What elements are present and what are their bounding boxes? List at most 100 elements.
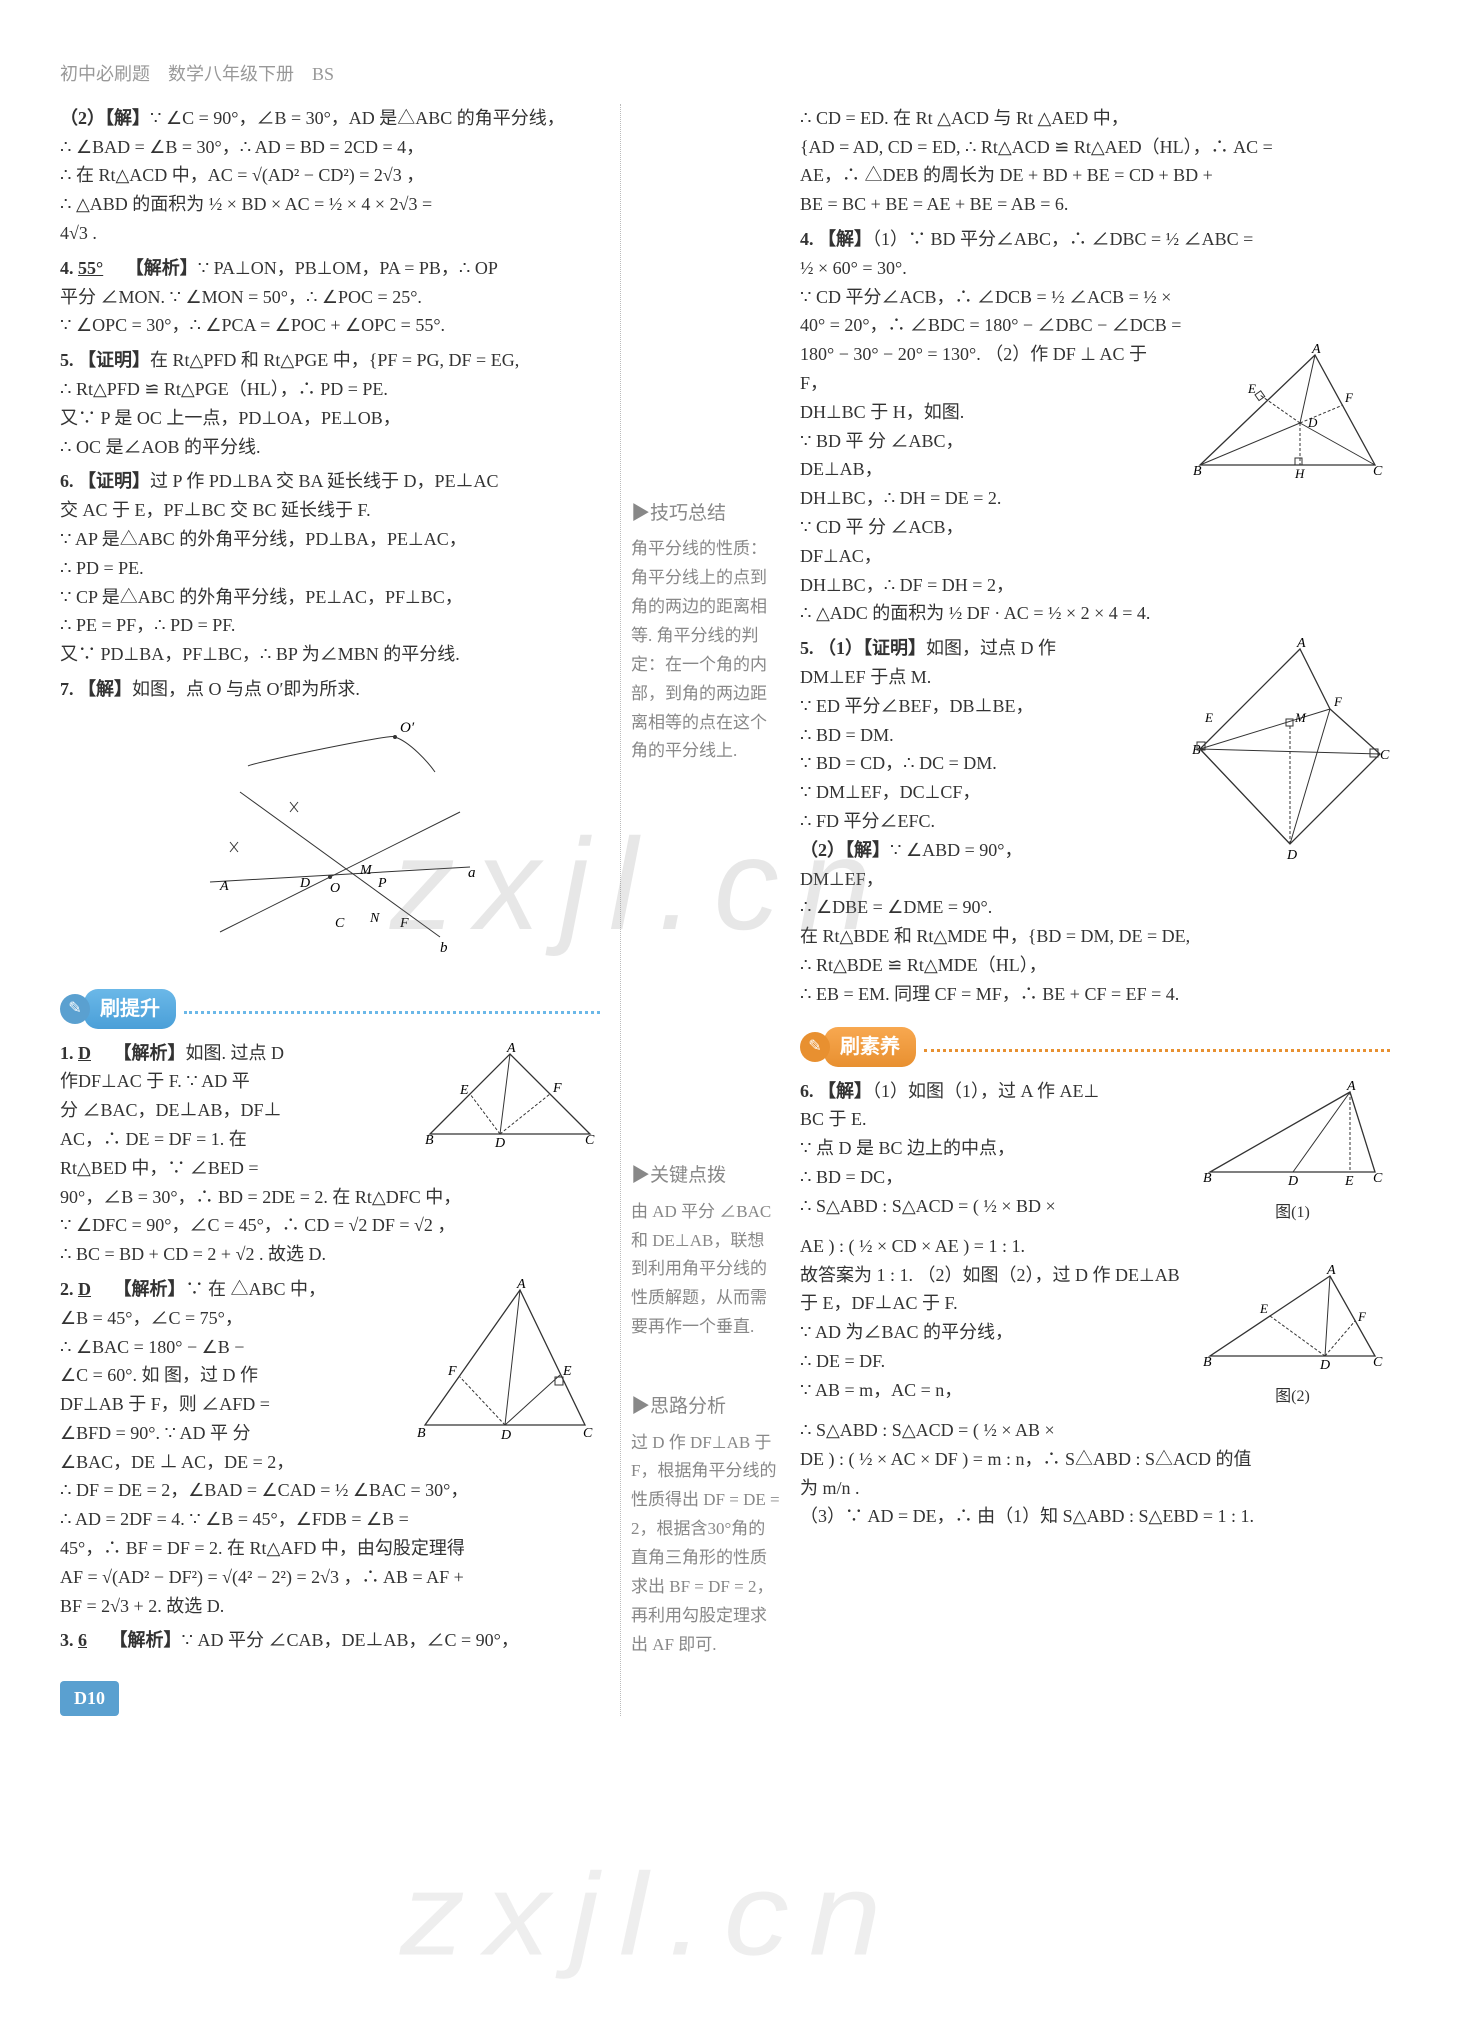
svg-text:D: D xyxy=(1287,1174,1298,1189)
label: 【证明】 xyxy=(78,350,150,370)
svg-text:B: B xyxy=(1203,1171,1212,1186)
diagram-7: O′ a b A D M O P C N F xyxy=(60,712,600,971)
text: 在 Rt△BDE 和 Rt△MDE 中，{BD = DM, DE = DE, xyxy=(800,926,1190,946)
svg-text:E: E xyxy=(1259,1301,1268,1316)
svg-text:C: C xyxy=(585,1133,595,1148)
right-problem-5: A B C D E F M 5. （1）【证明】如图，过点 D 作 DM⊥EF … xyxy=(800,634,1390,1008)
section-tisheng-header: ✎ 刷提升 xyxy=(60,989,600,1029)
text: 如图. 过点 D xyxy=(186,1043,285,1063)
text: 90°，∠B = 30°，∴ BD = 2DE = 2. 在 Rt△DFC 中， xyxy=(60,1187,461,1207)
section-suyang-header: ✎ 刷素养 xyxy=(800,1027,1390,1067)
text: ∴ DE = DF. xyxy=(800,1351,885,1371)
svg-text:A: A xyxy=(1326,1263,1336,1278)
svg-text:P: P xyxy=(377,876,387,891)
svg-text:E: E xyxy=(1204,710,1213,725)
svg-text:C: C xyxy=(1373,1171,1383,1186)
text: AF = √(AD² − DF²) = √(4² − 2²) = 2√3 ，∴ … xyxy=(60,1567,464,1587)
text: ∵ 在 △ABC 中， xyxy=(186,1279,327,1299)
right-problem-4: 4. 【解】（1）∵ BD 平分∠ABC，∴ ∠DBC = ½ ∠ABC = ½… xyxy=(800,225,1390,628)
text: 作DF⊥AC 于 F. ∵ AD 平 xyxy=(60,1071,250,1091)
svg-text:E: E xyxy=(1247,381,1256,396)
ts-problem-3: 3. 6 【解析】∵ AD 平分 ∠CAB，DE⊥AB，∠C = 90°， xyxy=(60,1626,600,1655)
problem-6: 6. 【证明】过 P 作 PD⊥BA 交 BA 延长线于 D，PE⊥AC 交 A… xyxy=(60,467,600,669)
svg-text:F: F xyxy=(1333,694,1343,709)
text: ∴ BD = DC， xyxy=(800,1167,903,1187)
text: 又∵ PD⊥BA，PF⊥BC，∴ BP 为∠MBN 的平分线. xyxy=(60,644,460,664)
label: 【解析】 xyxy=(126,258,198,278)
text: ∴ ∠BAC = 180° − ∠B − xyxy=(60,1337,244,1357)
text: ∵ AD 为∠BAC 的平分线， xyxy=(800,1322,1013,1342)
svg-text:F: F xyxy=(399,916,409,931)
text: ∵ CP 是△ABC 的外角平分线，PE⊥AC，PF⊥BC， xyxy=(60,587,463,607)
text: ∴ Rt△BDE ≌ Rt△MDE（HL）， xyxy=(800,955,1047,975)
text: ∵ PA⊥ON，PB⊥OM，PA = PB，∴ OP xyxy=(198,258,498,278)
dots-divider xyxy=(184,1011,600,1014)
svg-text:C: C xyxy=(583,1426,593,1441)
text: ∴ ∠DBE = ∠DME = 90°. xyxy=(800,897,992,917)
middle-column: ▶技巧总结 角平分线的性质：角平分线上的点到角的两边的距离相等. 角平分线的判定… xyxy=(620,104,780,1716)
text: 交 AC 于 E，PF⊥BC 交 BC 延长线于 F. xyxy=(60,500,371,520)
svg-text:D: D xyxy=(299,876,310,891)
label: 【解】 xyxy=(818,1081,872,1101)
text: DF⊥AB 于 F，则 ∠AFD = xyxy=(60,1394,270,1414)
svg-text:E: E xyxy=(459,1083,469,1098)
number: 5. xyxy=(800,638,814,658)
diagram-ts2: A B C D F E xyxy=(405,1275,600,1454)
right-cont: ∴ CD = ED. 在 Rt △ACD 与 Rt △AED 中， {AD = … xyxy=(800,104,1390,219)
label: 【解析】 xyxy=(114,1043,186,1063)
text: DM⊥EF 于点 M. xyxy=(800,667,931,687)
label: （1）【证明】 xyxy=(818,638,926,658)
section-title: 刷素养 xyxy=(824,1027,916,1067)
label: 【证明】 xyxy=(78,471,150,491)
text: ∠BFD = 90°. ∵ AD 平 分 xyxy=(60,1423,250,1443)
text: 如图，点 O 与点 O′即为所求. xyxy=(132,679,360,699)
svg-text:C: C xyxy=(1380,748,1390,763)
svg-text:M: M xyxy=(359,863,373,878)
answer: 6 xyxy=(78,1630,87,1650)
text: （1）如图（1），过 A 作 AE⊥ xyxy=(872,1081,1099,1101)
text: DH⊥BC，∴ DF = DH = 2， xyxy=(800,575,1014,595)
text: ∴ BD = DM. xyxy=(800,725,894,745)
text: （1）∵ BD 平分∠ABC，∴ ∠DBC = ½ ∠ABC = xyxy=(872,229,1253,249)
answer: D xyxy=(78,1043,91,1063)
text: ∠C = 60°. 如 图，过 D 作 xyxy=(60,1365,258,1385)
svg-text:F: F xyxy=(1357,1309,1367,1324)
diagram-r4: A B C D E F H xyxy=(1185,340,1390,494)
svg-text:B: B xyxy=(425,1133,434,1148)
text: ∵ ∠C = 90°，∠B = 30°，AD 是△ABC 的角平分线， xyxy=(150,108,565,128)
svg-text:A: A xyxy=(219,879,229,894)
svg-text:C: C xyxy=(335,916,345,931)
svg-text:D: D xyxy=(500,1428,511,1443)
text: ∵ AB = m，AC = n， xyxy=(800,1380,962,1400)
svg-text:F: F xyxy=(1344,390,1354,405)
text: DE ) : ( ½ × AC × DF ) = m : n，∴ S△ABD :… xyxy=(800,1449,1252,1469)
label: （2）【解】 xyxy=(800,840,890,860)
text: （2）如图（2），过 D 作 DE⊥AB xyxy=(918,1265,1180,1285)
right-column: ∴ CD = ED. 在 Rt △ACD 与 Rt △AED 中， {AD = … xyxy=(800,104,1390,1716)
ts-problem-2: A B C D F E 2. D 【解析】∵ 在 △ABC 中， ∠B = 45… xyxy=(60,1275,600,1621)
text: BC 于 E. xyxy=(800,1109,867,1129)
svg-text:a: a xyxy=(468,865,476,881)
number: 4. xyxy=(60,258,74,278)
svg-text:H: H xyxy=(1294,466,1305,481)
text: ∴ ∠BAD = ∠B = 30°，∴ AD = BD = 2CD = 4， xyxy=(60,137,424,157)
svg-text:B: B xyxy=(1193,464,1202,479)
pencil-icon: ✎ xyxy=(800,1032,830,1062)
text: 又∵ P 是 OC 上一点，PD⊥OA，PE⊥OB， xyxy=(60,408,401,428)
diagram-r5: A B C D E F M xyxy=(1190,634,1390,873)
text: （3）∵ AD = DE，∴ 由（1）知 S△ABD : S△EBD = 1 :… xyxy=(800,1506,1254,1526)
text: Rt△BED 中，∵ ∠BED = xyxy=(60,1158,259,1178)
svg-text:A: A xyxy=(1311,342,1321,357)
number: 2. xyxy=(60,1279,74,1299)
text: ∵ AD 平分 ∠CAB，DE⊥AB，∠C = 90°， xyxy=(182,1630,519,1650)
number: 6. xyxy=(60,471,74,491)
text: AC，∴ DE = DF = 1. 在 xyxy=(60,1129,247,1149)
note-text: 由 AD 平分 ∠BAC 和 DE⊥AB，联想到利用角平分线的性质解题，从而需要… xyxy=(631,1198,780,1342)
text: ∠BAC，DE ⊥ AC，DE = 2， xyxy=(60,1452,294,1472)
svg-text:b: b xyxy=(440,940,448,956)
number: 5. xyxy=(60,350,74,370)
diagram-sy6-1: A B C D E 图(1) xyxy=(1195,1077,1390,1226)
svg-text:D: D xyxy=(1286,848,1297,863)
text: ∴ 在 Rt△ACD 中，AC = √(AD² − CD²) = 2√3 ， xyxy=(60,165,424,185)
number: 1. xyxy=(60,1043,74,1063)
